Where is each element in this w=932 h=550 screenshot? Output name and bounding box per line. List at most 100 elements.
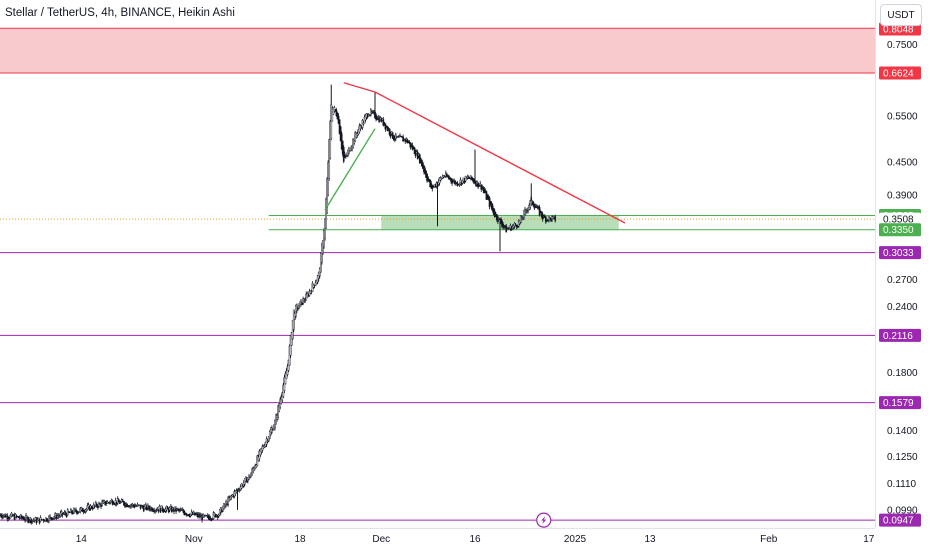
candle xyxy=(432,185,435,188)
x-tick-label: 2025 xyxy=(564,534,587,545)
y-tick-label: 0.1800 xyxy=(887,368,918,379)
candle xyxy=(349,150,351,152)
candle xyxy=(398,134,400,138)
candle xyxy=(360,125,363,129)
candle xyxy=(135,504,138,508)
candle-body xyxy=(360,127,363,129)
price-label-bg xyxy=(879,513,921,527)
candle-body xyxy=(238,489,241,491)
candle xyxy=(306,291,309,298)
price-label-text: 0.6624 xyxy=(883,69,914,80)
candle xyxy=(241,484,244,488)
candle xyxy=(411,142,414,151)
price-label: 0.3033 xyxy=(879,246,921,260)
candle-body xyxy=(328,139,331,179)
price-label-bg xyxy=(879,223,921,237)
price-label-text: 0.3033 xyxy=(883,248,914,259)
price-label-bg xyxy=(879,328,921,342)
price-label-bg xyxy=(879,396,921,410)
candle xyxy=(32,517,35,523)
chart-title: Stellar / TetherUS, 4h, BINANCE, Heikin … xyxy=(5,7,235,19)
candle-body xyxy=(241,485,244,487)
candle-body xyxy=(326,178,328,214)
candle xyxy=(554,214,557,223)
x-tick-label: 17 xyxy=(863,534,875,545)
candle xyxy=(238,487,241,493)
candle-body xyxy=(432,186,435,188)
candle xyxy=(431,184,434,192)
x-tick-label: 16 xyxy=(469,534,481,545)
candle-body xyxy=(77,512,79,514)
candle-body xyxy=(330,104,333,140)
price-label-text: 0.8048 xyxy=(883,25,914,36)
y-tick-label: 0.7500 xyxy=(887,40,918,51)
candles xyxy=(0,102,557,525)
candle-body xyxy=(398,136,400,138)
candle xyxy=(328,138,331,182)
price-label: 0.6624 xyxy=(879,66,921,80)
candle-body xyxy=(329,120,332,159)
candle-body xyxy=(33,520,36,522)
price-label: 0.0947 xyxy=(879,513,921,527)
price-label: 0.1579 xyxy=(879,396,921,410)
candle xyxy=(136,502,139,507)
price-label-text: 0.0947 xyxy=(883,516,914,527)
candle xyxy=(77,511,79,514)
candle xyxy=(329,120,332,160)
x-tick-label: 13 xyxy=(644,534,656,545)
x-tick-label: Feb xyxy=(760,534,778,545)
y-tick-label: 0.1250 xyxy=(887,452,918,463)
candle xyxy=(39,515,42,522)
candle-body xyxy=(58,515,61,517)
x-tick-label: Dec xyxy=(372,534,390,545)
candle xyxy=(327,160,329,197)
candle-body xyxy=(526,210,528,212)
candle-body xyxy=(272,429,274,431)
candle xyxy=(456,180,459,187)
candle xyxy=(330,102,333,141)
y-tick-label: 0.0990 xyxy=(887,505,918,516)
y-tick-label: 0.1110 xyxy=(887,479,917,490)
candle xyxy=(58,514,61,519)
candle-body xyxy=(62,513,65,515)
candle xyxy=(384,123,387,132)
candle xyxy=(178,508,181,513)
candle xyxy=(402,134,404,142)
price-label-bg xyxy=(879,66,921,80)
candle-body xyxy=(249,476,251,478)
candle xyxy=(538,204,541,217)
y-tick-label: 0.1400 xyxy=(887,426,918,437)
lightning-icon xyxy=(536,512,552,528)
candle xyxy=(61,512,64,518)
candle-body xyxy=(349,150,351,152)
descending-trendline xyxy=(343,82,626,224)
y-tick-label: 0.5500 xyxy=(887,111,918,122)
candle xyxy=(14,513,17,519)
price-label-text: 0.1579 xyxy=(883,398,914,409)
x-tick-label: 18 xyxy=(294,534,306,545)
price-label-bg xyxy=(879,246,921,260)
candle xyxy=(443,174,446,178)
y-tick-label: 0.3900 xyxy=(887,190,918,201)
candle xyxy=(325,197,327,229)
price-label-text: 0.3508 xyxy=(883,215,914,226)
candle xyxy=(30,518,33,525)
candle xyxy=(526,208,528,214)
currency-button[interactable]: USDT xyxy=(880,4,922,26)
candle xyxy=(414,149,417,159)
y-tick-label: 0.4500 xyxy=(887,157,918,168)
candle xyxy=(272,427,274,431)
y-tick-label: 0.2400 xyxy=(887,302,918,313)
price-axis xyxy=(875,0,932,550)
candle xyxy=(466,174,469,180)
candle-body xyxy=(452,181,454,183)
price-label: 0.3350 xyxy=(879,223,921,237)
candle xyxy=(519,215,522,224)
y-tick-label: 0.2700 xyxy=(887,275,918,286)
price-label: 0.2116 xyxy=(879,328,921,342)
candle-body xyxy=(554,216,557,221)
candle-body xyxy=(443,176,446,178)
candle xyxy=(409,142,412,150)
lightning-icon-bolt xyxy=(541,516,547,525)
